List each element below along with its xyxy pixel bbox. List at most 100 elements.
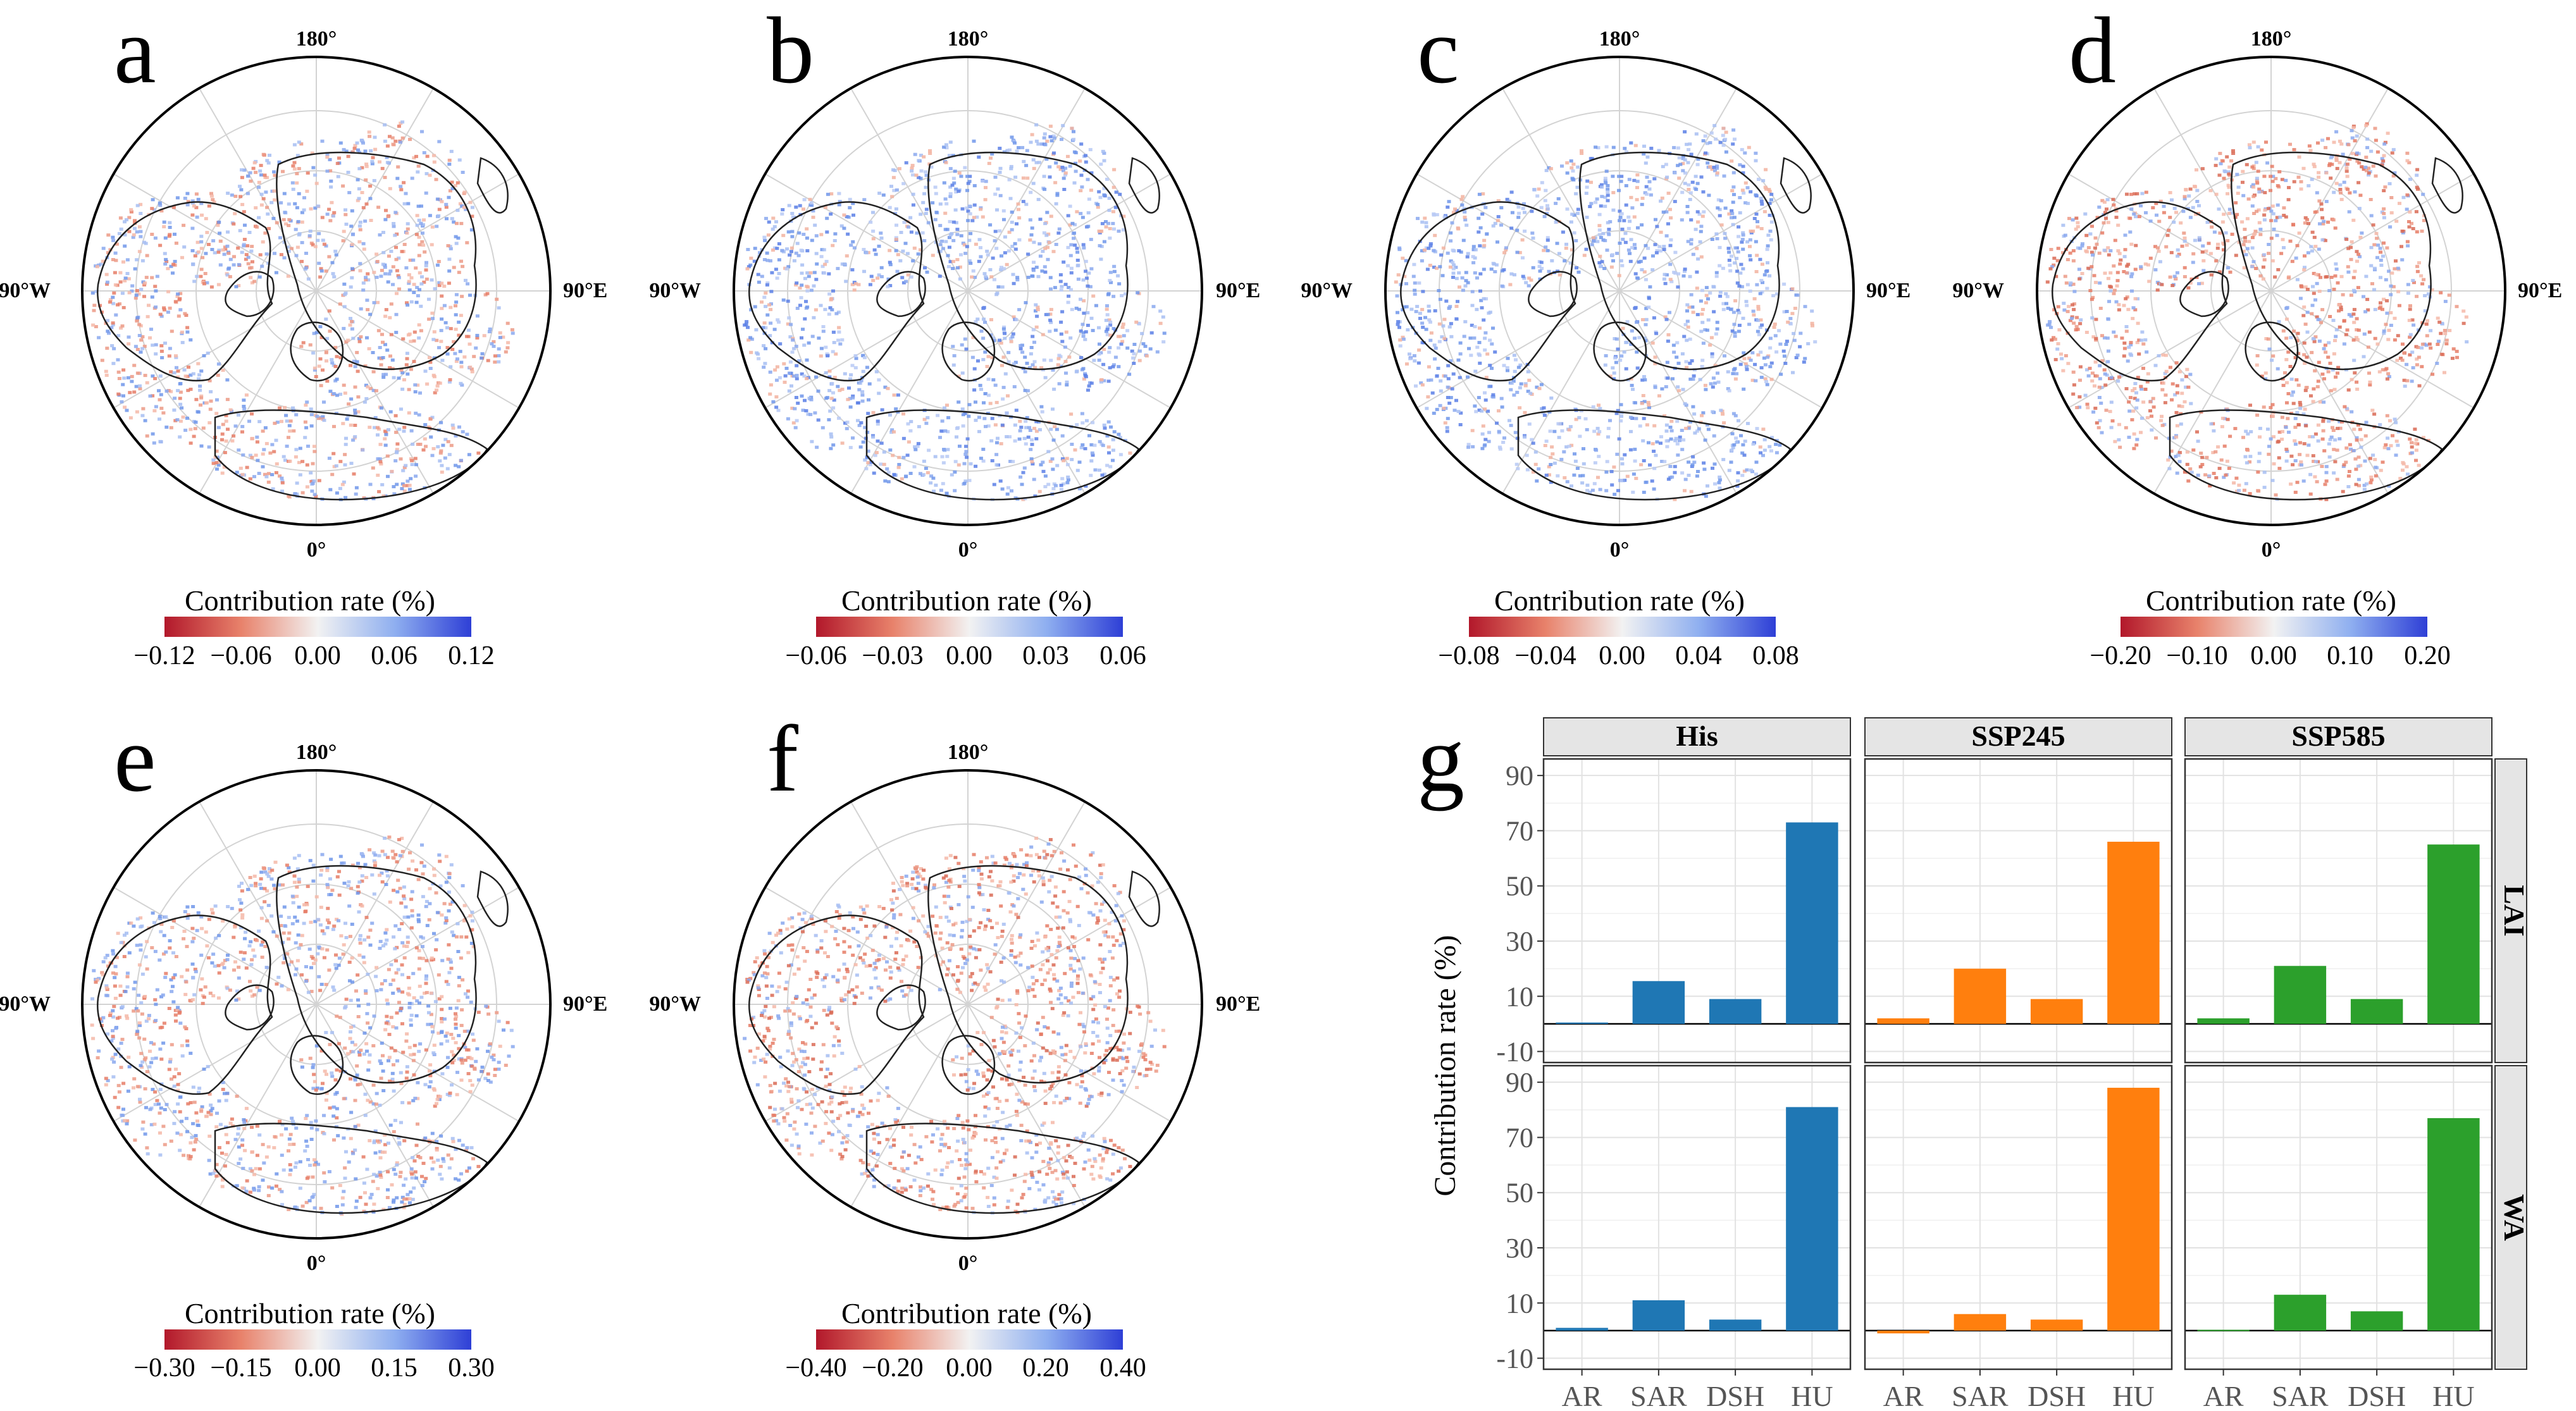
colorbar-tick: 0.20 xyxy=(1022,1353,1069,1383)
colorbar-tick: 0.00 xyxy=(294,1353,341,1383)
facet-grid: His SSP245 SSP585LAIWA-101030507090-101030… xyxy=(1496,717,2530,1411)
map-label-right-f: 90°E xyxy=(1216,992,1260,1016)
facet-strip-wa: WA xyxy=(2494,1065,2530,1370)
map-label-top-e: 180° xyxy=(296,741,337,764)
x-tick-label: DSH xyxy=(2348,1380,2406,1411)
colorbar-tick: 0.06 xyxy=(371,641,418,670)
map-panel-d: d 180° 0° 90°W 90°E Contribution rate (%… xyxy=(1952,0,2562,670)
facet-strip-ssp245: SSP245 xyxy=(1864,717,2172,756)
colorbar-tick: 0.00 xyxy=(946,1353,993,1383)
y-tick-label: 90 xyxy=(1506,1067,1533,1098)
map-label-left-a: 90°W xyxy=(0,279,51,302)
colorbar-tick: 0.06 xyxy=(1099,641,1146,670)
bar-lai-ssp585-dsh xyxy=(2350,999,2403,1024)
bar-lai-his-dsh xyxy=(1709,999,1762,1024)
panel-label-d: d xyxy=(2069,0,2116,103)
bar-lai-ssp245-hu xyxy=(2107,841,2160,1024)
map-label-top-b: 180° xyxy=(948,27,989,51)
facet-wa-ssp585 xyxy=(2184,1064,2493,1371)
colorbar-tick: 0.00 xyxy=(946,641,993,670)
y-tick-label: 10 xyxy=(1506,1288,1533,1319)
colorbar-tick: 0.40 xyxy=(1099,1353,1146,1383)
y-tick-label: 70 xyxy=(1506,1122,1533,1153)
map-label-bottom-f: 0° xyxy=(958,1252,978,1275)
colorbar-tick: 0.00 xyxy=(2250,641,2297,670)
map-label-top-f: 180° xyxy=(948,741,989,764)
panel-label-f: f xyxy=(767,706,798,811)
map-label-top-c: 180° xyxy=(1599,27,1640,51)
y-tick-label: 50 xyxy=(1506,1178,1533,1209)
map-label-right-c: 90°E xyxy=(1866,279,1910,302)
colorbar-ticks-a: −0.12 −0.06 0.00 0.06 0.12 xyxy=(133,641,494,670)
colorbar-d xyxy=(2121,617,2427,637)
facet-strip-label: His xyxy=(1676,720,1718,752)
x-tick-label: HU xyxy=(1791,1380,1833,1411)
colorbar-ticks-e: −0.30 −0.15 0.00 0.15 0.30 xyxy=(133,1353,494,1383)
polar-map-b xyxy=(733,56,1203,526)
colorbar-title-e: Contribution rate (%) xyxy=(185,1297,435,1329)
panel-label-a: a xyxy=(114,0,156,103)
x-tick-label: SAR xyxy=(2272,1380,2329,1411)
map-label-bottom-a: 0° xyxy=(307,538,326,562)
facet-strip-his: His xyxy=(1543,717,1851,756)
map-label-left-e: 90°W xyxy=(0,992,51,1016)
facet-lai-his xyxy=(1542,758,1852,1064)
colorbar-tick: 0.15 xyxy=(371,1353,418,1383)
map-panel-a: a 180° 0° 90°W 90°E Contribution rate (%… xyxy=(0,0,607,670)
panel-label-g: g xyxy=(1417,706,1464,811)
map-label-bottom-c: 0° xyxy=(1610,538,1630,562)
facet-lai-ssp585 xyxy=(2184,758,2493,1064)
map-panel-f: f 180° 0° 90°W 90°E Contribution rate (%… xyxy=(649,706,1260,1383)
bar-wa-ssp245-hu xyxy=(2107,1087,2160,1331)
colorbar-tick: 0.03 xyxy=(1022,641,1069,670)
colorbar-title-c: Contribution rate (%) xyxy=(1494,584,1745,617)
x-tick-label: DSH xyxy=(2028,1380,2086,1411)
y-tick-label: 30 xyxy=(1506,1233,1533,1264)
facet-wa-his xyxy=(1542,1064,1852,1371)
bar-lai-ssp245-dsh xyxy=(2030,999,2083,1024)
map-label-top-d: 180° xyxy=(2251,27,2292,51)
map-label-right-b: 90°E xyxy=(1216,279,1260,302)
x-tick-label: DSH xyxy=(1706,1380,1764,1411)
colorbar-tick: −0.40 xyxy=(785,1353,846,1383)
map-label-bottom-d: 0° xyxy=(2262,538,2281,562)
colorbar-ticks-f: −0.40 −0.20 0.00 0.20 0.40 xyxy=(785,1353,1146,1383)
facet-strip-ssp585: SSP585 xyxy=(2184,717,2492,756)
colorbar-tick: −0.20 xyxy=(862,1353,923,1383)
map-label-top-a: 180° xyxy=(296,27,337,51)
bar-lai-his-hu xyxy=(1786,822,1838,1024)
map-label-bottom-e: 0° xyxy=(307,1252,326,1275)
colorbar-title-d: Contribution rate (%) xyxy=(2146,584,2396,617)
facet-strip-lai: LAI xyxy=(2494,758,2530,1063)
bar-wa-his-sar xyxy=(1632,1300,1685,1331)
y-tick-label: -10 xyxy=(1496,1343,1533,1374)
panel-label-e: e xyxy=(114,706,156,811)
colorbar-tick: 0.10 xyxy=(2327,641,2374,670)
colorbar-title-b: Contribution rate (%) xyxy=(841,584,1092,617)
polar-map-f xyxy=(733,769,1203,1240)
x-tick-label: AR xyxy=(1883,1380,1924,1411)
bar-lai-ssp245-sar xyxy=(1954,968,2007,1024)
map-panel-c: c 180° 0° 90°W 90°E Contribution rate (%… xyxy=(1301,0,1910,670)
panel-label-b: b xyxy=(767,0,814,103)
bar-lai-his-sar xyxy=(1632,981,1685,1024)
colorbar-tick: −0.12 xyxy=(133,641,195,670)
colorbar-tick: 0.08 xyxy=(1752,641,1799,670)
colorbar-tick: 0.20 xyxy=(2404,641,2451,670)
colorbar-tick: −0.06 xyxy=(785,641,846,670)
colorbar-tick: −0.04 xyxy=(1514,641,1576,670)
map-label-bottom-b: 0° xyxy=(958,538,978,562)
x-tick-label: AR xyxy=(1562,1380,1602,1411)
colorbar-title-f: Contribution rate (%) xyxy=(841,1297,1092,1329)
colorbar-b xyxy=(816,617,1123,637)
bar-wa-his-ar xyxy=(1556,1328,1608,1331)
map-label-right-a: 90°E xyxy=(563,279,607,302)
facet-strip-label: WA xyxy=(2498,1194,2530,1241)
bar-wa-ssp245-dsh xyxy=(2030,1319,2083,1331)
colorbar-tick: 0.30 xyxy=(448,1353,495,1383)
y-tick-label: 10 xyxy=(1506,981,1533,1012)
y-tick-label: 30 xyxy=(1506,926,1533,957)
bar-lai-ssp245-ar xyxy=(1877,1018,1929,1024)
colorbar-tick: 0.00 xyxy=(1599,641,1645,670)
